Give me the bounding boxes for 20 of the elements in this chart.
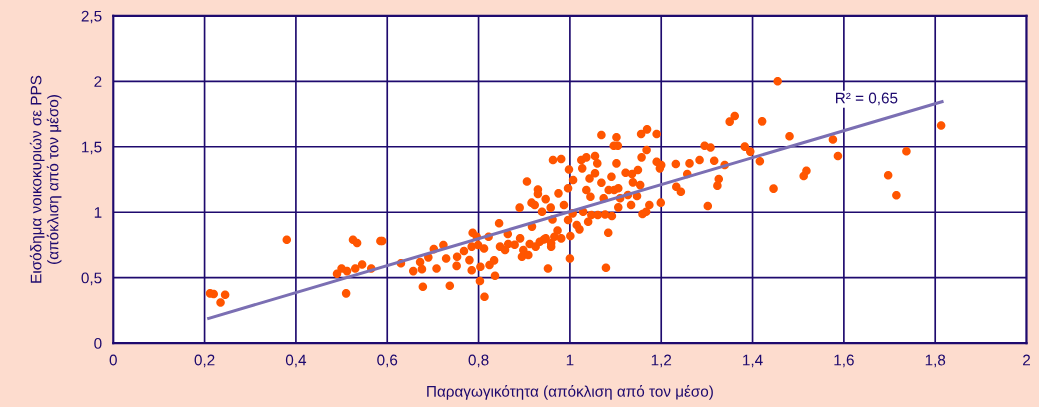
- x-tick-label: 2: [1023, 354, 1031, 366]
- x-tick-label: 0,6: [377, 354, 398, 368]
- x-tick-label: 1: [566, 354, 574, 366]
- y-tick-label: 1: [94, 207, 102, 218]
- x-axis-title: Παραγωγικότητα (απόκλιση από τον μέσο): [427, 385, 713, 400]
- y-tick-label: 0,5: [81, 272, 102, 286]
- x-tick-label: 0,4: [285, 354, 307, 368]
- y-tick-label: 2: [94, 76, 102, 87]
- x-tick-label: 0: [109, 354, 117, 366]
- y-tick-label: 0: [94, 337, 102, 349]
- y-axis-title: Εισόδημα νοικοκυριών σε PPS (απόκλιση από τον μέσο): [29, 75, 62, 283]
- x-tick-label: 1,2: [651, 354, 672, 368]
- x-tick-label: 1,8: [925, 354, 946, 368]
- x-tick-label: 1,4: [743, 354, 763, 368]
- x-tick-label: 0,2: [194, 354, 215, 368]
- y-tick-label: 1,5: [82, 141, 102, 155]
- x-tick-label: 1,6: [834, 354, 854, 368]
- y-tick-label: 2,5: [81, 10, 102, 24]
- x-tick-label: 0,8: [468, 354, 489, 368]
- annotation: R² = 0,65: [836, 92, 898, 106]
